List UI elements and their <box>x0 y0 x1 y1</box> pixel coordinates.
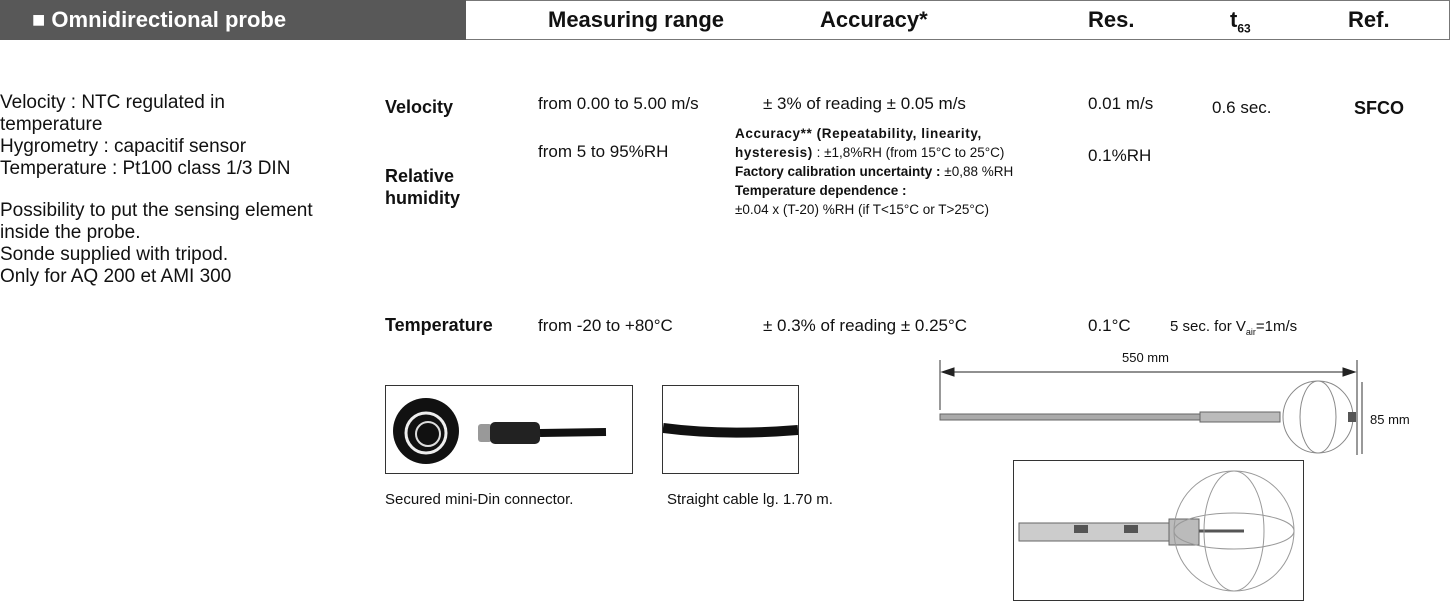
reference: SFCO <box>1354 98 1405 118</box>
range: from 0.00 to 5.00 m/s <box>538 94 699 113</box>
accuracy-line: Factory calibration uncertainty : ±0,88 … <box>735 162 1013 181</box>
column-header: Measuring range <box>548 7 725 32</box>
probe-drawing <box>939 360 1363 455</box>
image-caption: Straight cable lg. 1.70 m. <box>667 491 833 508</box>
response-suffix: =1m/s <box>1255 318 1298 335</box>
range: from 5 to 95%RH <box>538 142 669 161</box>
probe-slot <box>1074 525 1088 533</box>
t63-text: t <box>1230 7 1238 32</box>
probe-slot <box>1124 525 1138 533</box>
probe-cage <box>1173 512 1295 550</box>
cable-drawing <box>662 423 799 438</box>
resolution: 0.1°C <box>1088 316 1131 335</box>
connector-drawing <box>393 398 607 464</box>
description-line: Hygrometry : capacitif sensor <box>0 136 247 157</box>
accuracy-bold: Temperature dependence : <box>735 183 907 198</box>
probe-handle <box>1199 411 1281 423</box>
accuracy: ± 3% of reading ± 0.05 m/s <box>763 94 966 113</box>
row-label: Temperature <box>385 315 493 335</box>
connector-body <box>490 422 540 444</box>
column-header: Ref. <box>1348 7 1390 32</box>
length-label: 550 mm <box>1122 350 1169 365</box>
description-line: Only for AQ 200 et AMI 300 <box>0 266 232 287</box>
accuracy-line: hysteresis) : ±1,8%RH (from 15°C to 25°C… <box>735 143 1013 162</box>
description-line: temperature <box>0 114 103 135</box>
row-label: Relative humidity <box>385 166 460 208</box>
probe-photo <box>1013 460 1304 601</box>
t63-subscript: 63 <box>1237 21 1251 36</box>
accuracy-text: ±0.04 x (T-20) %RH (if T<15°C or T>25°C) <box>735 202 990 217</box>
connector-tip <box>478 424 492 442</box>
coil-inner <box>415 421 441 447</box>
resolution: 0.1%RH <box>1088 146 1152 165</box>
accuracy-text: ±0,88 %RH <box>940 164 1014 179</box>
image-caption: Secured mini-Din connector. <box>385 491 574 508</box>
accuracy-block: Accuracy** (Repeatability, linearity, hy… <box>735 124 1013 219</box>
header-title: ■ Omnidirectional probe <box>32 7 287 32</box>
probe-photo-drawing <box>1018 470 1295 592</box>
description-line: inside the probe. <box>0 222 141 243</box>
length-arrow <box>940 367 1357 377</box>
connector-image <box>385 385 633 474</box>
accuracy-line: ±0.04 x (T-20) %RH (if T<15°C or T>25°C) <box>735 200 1013 219</box>
accuracy-line: Temperature dependence : <box>735 181 1013 200</box>
response-time: 0.6 sec. <box>1212 98 1272 117</box>
probe-cage <box>1299 380 1337 454</box>
range: from -20 to +80°C <box>538 316 673 335</box>
description-line: Velocity : NTC regulated in <box>0 92 225 113</box>
diameter-label: 85 mm <box>1370 412 1410 427</box>
accuracy-bold: Accuracy** (Repeatability, linearity, <box>735 126 982 141</box>
probe-shaft <box>1018 522 1170 542</box>
probe-cage <box>1203 470 1265 592</box>
accuracy-bold: hysteresis) <box>735 145 813 160</box>
description-line: Temperature : Pt100 class 1/3 DIN <box>0 158 291 179</box>
description-line: Possibility to put the sensing element <box>0 200 313 221</box>
column-header: t63 <box>1230 7 1251 35</box>
accuracy-bold: Factory calibration uncertainty : <box>735 164 941 179</box>
cable-image <box>662 385 799 474</box>
probe-cap <box>1348 412 1356 422</box>
probe-cage <box>1282 380 1354 454</box>
accuracy: ± 0.3% of reading ± 0.25°C <box>763 316 968 335</box>
row-label: Velocity <box>385 97 454 117</box>
column-header: Res. <box>1088 7 1135 32</box>
cable <box>539 428 607 437</box>
probe-rod <box>939 413 1201 421</box>
accuracy-line: Accuracy** (Repeatability, linearity, <box>735 124 1013 143</box>
coil-highlight <box>404 411 448 455</box>
header-title-box <box>0 0 466 40</box>
resolution: 0.01 m/s <box>1088 94 1154 113</box>
cable <box>662 423 799 438</box>
response-subscript: air <box>1245 327 1256 337</box>
description-line: Sonde supplied with tripod. <box>0 244 229 265</box>
accuracy-text: : ±1,8%RH (from 15°C to 25°C) <box>812 145 1005 160</box>
column-header: Accuracy* <box>820 7 928 32</box>
response-text: 5 sec. for V <box>1170 318 1246 335</box>
response-time: 5 sec. for Vair=1m/s <box>1170 318 1297 337</box>
